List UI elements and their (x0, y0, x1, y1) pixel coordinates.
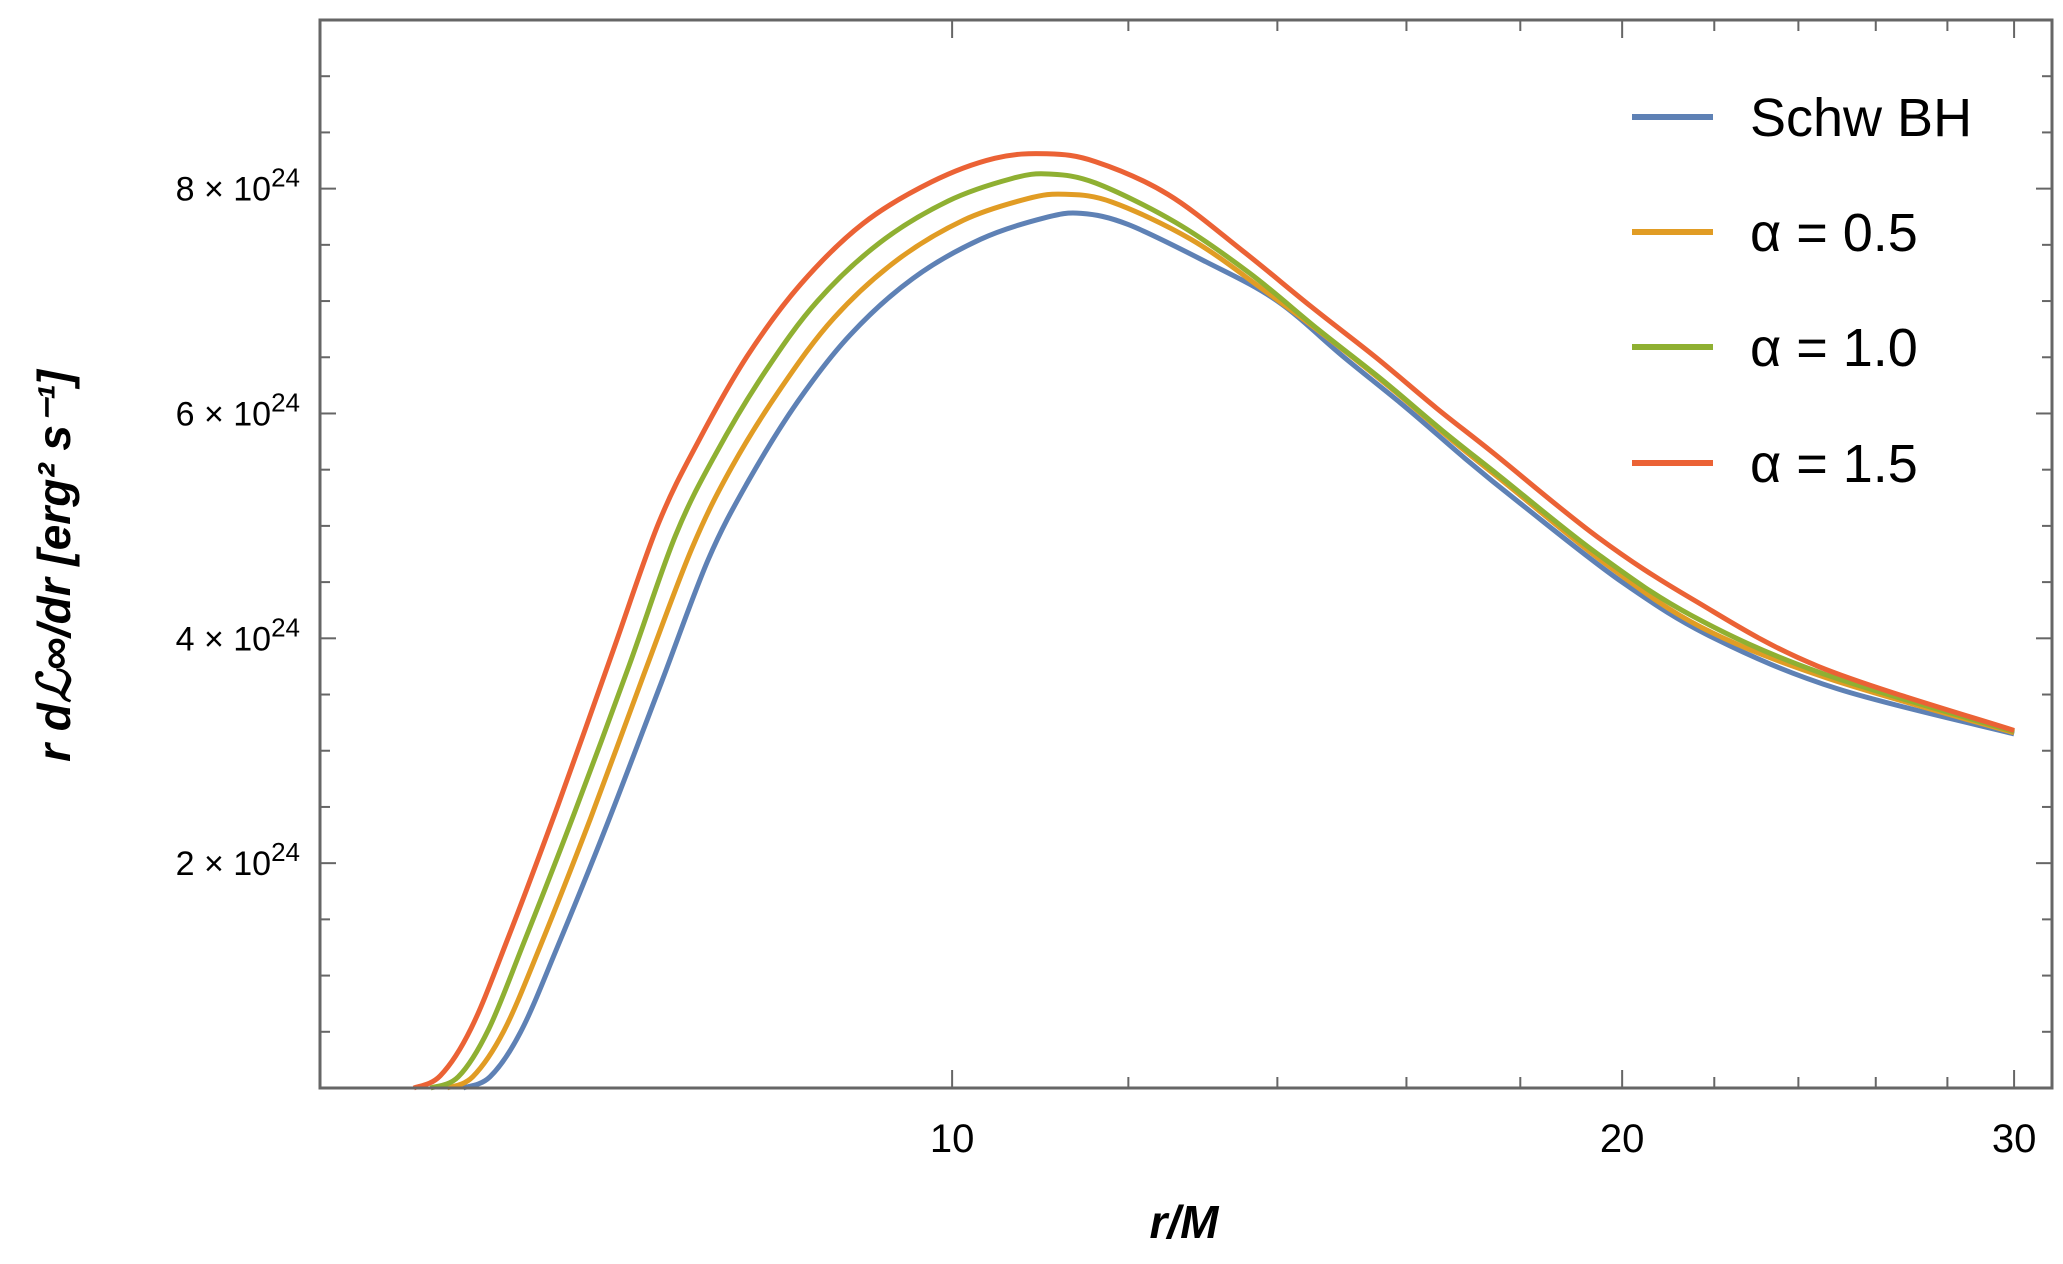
series-line--1-5 (412, 151, 2015, 1091)
series-line--1-0 (429, 171, 2015, 1091)
y-tick-label: 2 × 1024 (176, 837, 300, 883)
legend-label: α = 1.5 (1750, 434, 1918, 494)
x-tick-label: 10 (930, 1117, 975, 1161)
axis-ticks (320, 19, 2052, 1088)
x-tick-label: 20 (1600, 1117, 1645, 1161)
y-axis-label: r dℒ∞/dr [erg² s⁻¹] (28, 368, 80, 761)
y-tick-label: 4 × 1024 (176, 612, 300, 658)
y-tick-label: 8 × 1024 (176, 163, 300, 209)
legend-label: α = 0.5 (1750, 203, 1918, 263)
curves (412, 151, 2015, 1091)
x-tick-label: 30 (1992, 1117, 2037, 1161)
legend: Schw BH α = 0.5 α = 1.0 α = 1.5 (1632, 88, 1972, 494)
legend-label: Schw BH (1750, 88, 1972, 148)
y-tick-label: 6 × 1024 (176, 387, 300, 433)
legend-label: α = 1.0 (1750, 318, 1918, 378)
plot-frame (318, 18, 2054, 1090)
tick-labels: 2 × 1024 4 × 1024 6 × 1024 8 × 1024 10 20 30 (176, 163, 2037, 1161)
x-axis-label: r/M (1150, 1196, 1221, 1248)
series-line-schw-bh (462, 210, 2015, 1091)
